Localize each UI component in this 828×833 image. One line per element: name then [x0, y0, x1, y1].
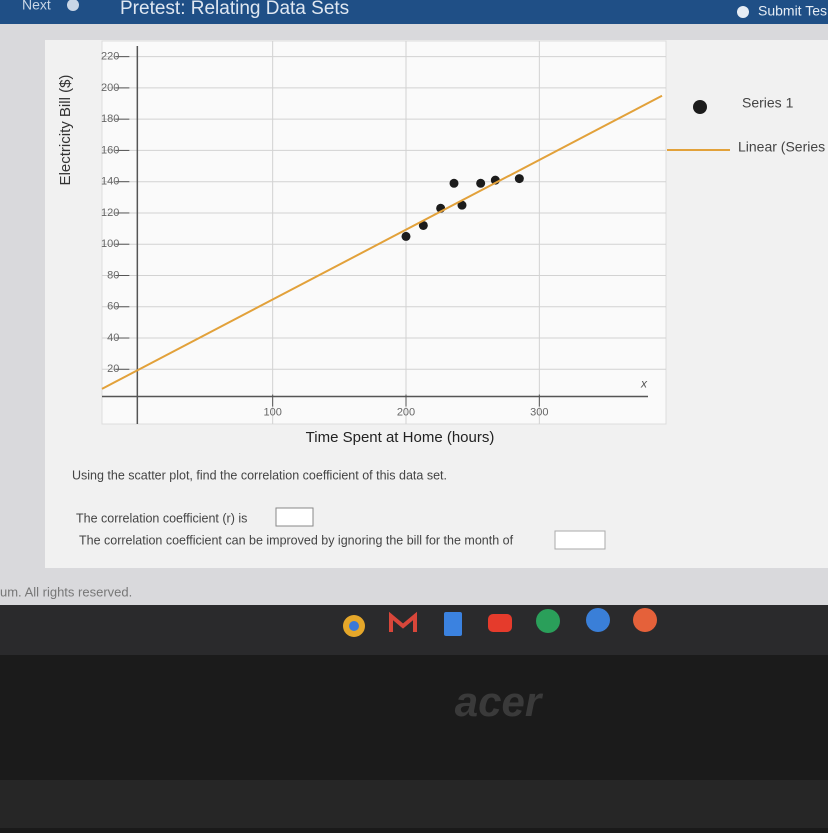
chrome-icon-center — [349, 621, 359, 631]
youtube-icon[interactable] — [488, 614, 512, 632]
y-tick-label: 20 — [107, 363, 119, 375]
data-point — [476, 178, 486, 188]
footer-text: um. All rights reserved. — [0, 584, 132, 599]
y-tick-label: 220 — [101, 51, 119, 63]
chart: 20 40 60 80 100 120 140 160 180 200 220 100 200 300 x S… — [101, 40, 825, 425]
y-tick-label: 60 — [107, 301, 119, 313]
play-icon[interactable] — [536, 609, 560, 633]
next-icon — [67, 0, 79, 11]
x-tick-label: 200 — [397, 406, 415, 418]
y-tick-label: 40 — [107, 332, 119, 344]
gmail-icon[interactable] — [389, 611, 417, 632]
x-tick-label: 100 — [263, 406, 281, 418]
brand-logo: acer — [455, 678, 544, 725]
app-icon[interactable] — [633, 608, 657, 632]
plot-area — [101, 40, 667, 425]
keyboard-edge — [0, 780, 828, 828]
question-line: The correlation coefficient can be impro… — [79, 533, 514, 547]
top-bar — [0, 0, 828, 24]
trend-line — [101, 94, 663, 390]
legend-label: Series 1 — [742, 95, 794, 111]
y-tick-label: 140 — [101, 176, 119, 188]
data-point — [457, 200, 467, 210]
y-tick-label: 160 — [101, 144, 119, 156]
docs-icon[interactable] — [444, 612, 462, 636]
question-line: The correlation coefficient (r) is — [76, 511, 247, 525]
y-tick-label: 200 — [101, 82, 119, 94]
legend-label: Linear (Series — [738, 139, 825, 155]
data-point — [418, 220, 428, 230]
submit-icon — [737, 6, 749, 18]
x-tick-label: 300 — [530, 406, 548, 418]
data-point — [401, 231, 411, 241]
submit-button[interactable]: Submit Tes — [758, 3, 827, 19]
answer-box[interactable] — [554, 530, 606, 550]
question-prompt: Using the scatter plot, find the correla… — [72, 468, 447, 482]
x-axis-symbol: x — [640, 377, 648, 391]
x-axis-title: Time Spent at Home (hours) — [306, 429, 495, 446]
next-button[interactable]: Next — [22, 0, 51, 13]
page-title: Pretest: Relating Data Sets — [120, 0, 349, 19]
data-point — [449, 178, 459, 188]
y-tick-label: 80 — [107, 269, 119, 281]
files-icon[interactable] — [586, 608, 610, 632]
legend-swatch — [693, 100, 707, 114]
y-axis-title: Electricity Bill ($) — [57, 75, 74, 186]
y-tick-label: 180 — [101, 113, 119, 125]
y-tick-label: 120 — [101, 207, 119, 219]
data-point — [514, 174, 524, 184]
answer-box[interactable] — [275, 507, 314, 527]
y-tick-label: 100 — [101, 238, 119, 250]
